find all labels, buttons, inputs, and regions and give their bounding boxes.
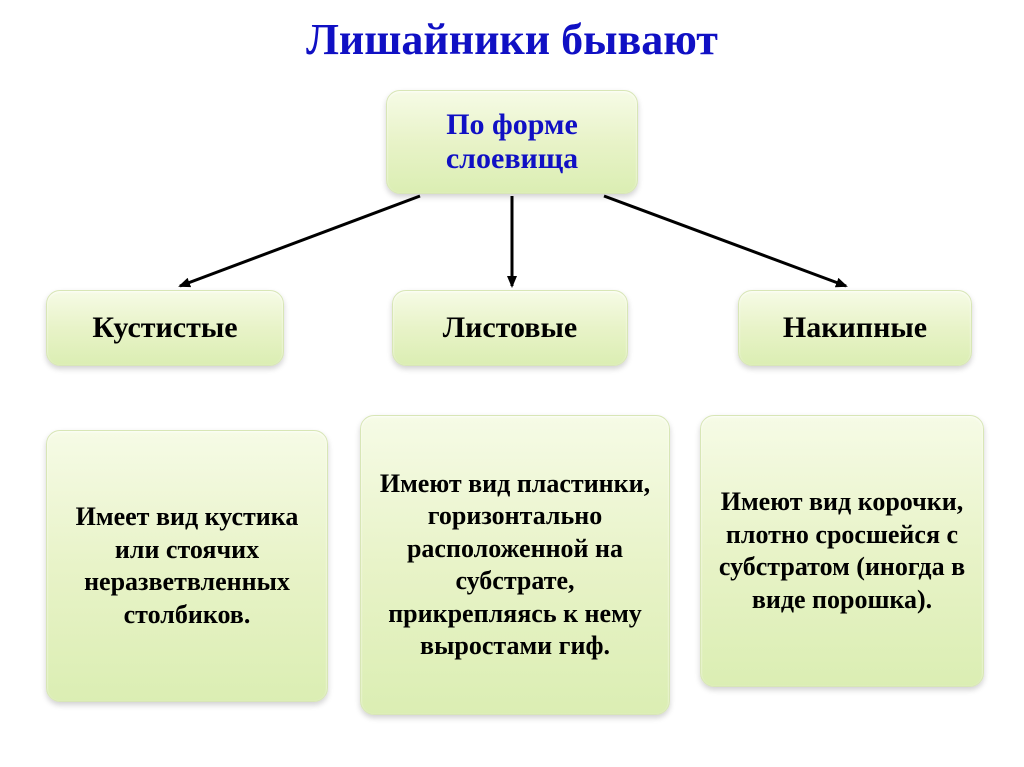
description-node: Имеют вид пластинки, горизонтально распо…	[360, 415, 670, 715]
arrow	[180, 196, 420, 286]
description-node: Имеют вид корочки, плотно сросшейся с су…	[700, 415, 984, 687]
description-node: Имеет вид кустика или стоячих неразветвл…	[46, 430, 328, 702]
root-node: По форме слоевища	[386, 90, 638, 194]
category-node: Накипные	[738, 290, 972, 366]
arrow	[604, 196, 846, 286]
category-node: Листовые	[392, 290, 628, 366]
diagram-title: Лишайники бывают	[0, 0, 1024, 65]
category-node: Кустистые	[46, 290, 284, 366]
